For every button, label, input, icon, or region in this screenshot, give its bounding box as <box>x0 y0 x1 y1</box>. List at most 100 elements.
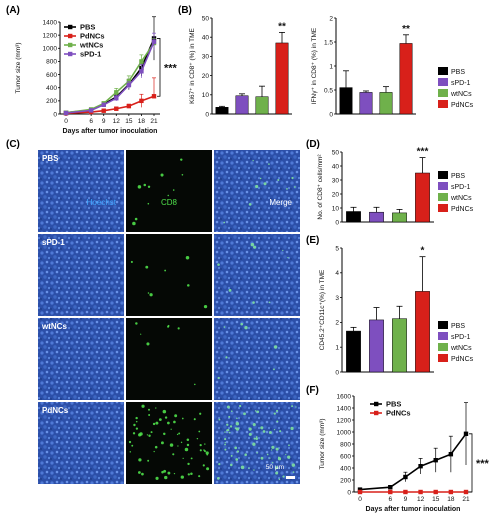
cd8-cell <box>148 434 151 437</box>
x-tick-label: 6 <box>89 118 93 125</box>
cd8-cell <box>164 269 167 272</box>
y-tick-label: 3 <box>335 295 339 302</box>
cd8-cell <box>287 455 291 459</box>
y-tick-label: 1000 <box>337 429 352 436</box>
cd8-cell <box>134 217 138 221</box>
x-tick-label: 18 <box>447 496 455 503</box>
y-tick-label: 0 <box>347 489 351 496</box>
y-tick-label: 800 <box>340 441 351 448</box>
y-tick-label: 0 <box>335 219 339 226</box>
y-tick-label: 0 <box>329 111 333 118</box>
chart-a-tumor-growth: 0 200 400 600 800 1000 1200 1400 Tumor size (mm³… <box>15 16 178 135</box>
cd8-cell <box>277 457 282 461</box>
data-point <box>357 489 363 495</box>
cd8-cell <box>224 441 226 444</box>
cd8-cell <box>135 416 138 420</box>
significance-label: ** <box>278 21 286 32</box>
micro-panel-pdncs-hoechst <box>38 402 124 484</box>
cd8-cell <box>132 432 136 435</box>
y-axis-label: Tumor size (mm³) <box>15 42 22 93</box>
cd8-cell <box>135 420 138 423</box>
cd8-cell <box>130 260 133 263</box>
x-tick-label: 6 <box>388 496 392 503</box>
micro-row-label: PdNCs <box>42 406 69 415</box>
legend-swatch <box>438 78 448 86</box>
cd8-cell <box>248 427 252 431</box>
cd8-cell <box>172 453 175 456</box>
cd8-cell <box>291 176 294 180</box>
cd8-cell <box>223 326 226 328</box>
cd8-cell <box>226 423 229 426</box>
micro-panel-wtncs-merge <box>214 318 300 400</box>
y-tick-label: 600 <box>340 453 351 460</box>
micro-panel-spd-1-hoechst <box>38 234 124 316</box>
y-tick-label: 400 <box>46 85 57 92</box>
data-point <box>139 59 144 64</box>
bar-spd-1 <box>369 211 384 223</box>
cd8-cell <box>235 458 239 461</box>
micro-column-label: CD8 <box>161 198 178 207</box>
cd8-cell <box>263 182 267 186</box>
legend-label: wtNCs <box>79 41 103 50</box>
cd8-cell <box>238 404 242 408</box>
cd8-cell <box>160 173 164 177</box>
cd8-cell <box>178 432 181 435</box>
cd8-cell <box>295 406 297 408</box>
cd8-cell <box>273 345 278 349</box>
bar-spd-1 <box>369 319 384 373</box>
data-point <box>448 452 454 457</box>
x-tick-label: 9 <box>102 118 106 125</box>
cd8-cell <box>143 183 147 187</box>
cd8-cell <box>271 461 274 464</box>
bar-wtncs <box>392 212 407 223</box>
cd8-cell <box>152 422 156 426</box>
micro-panel-spd-1-cd8 <box>126 234 212 316</box>
legend-label: wtNCs <box>450 345 472 352</box>
cd8-cell <box>155 476 159 480</box>
cd8-cell <box>205 451 209 455</box>
cd8-cell <box>268 430 272 434</box>
legend-label: PBS <box>451 323 465 330</box>
micro-panel-pdncs-cd8 <box>126 402 212 484</box>
panel-label-f: (F) <box>306 385 319 396</box>
cd8-cell <box>145 265 149 269</box>
cd8-cell <box>292 471 295 473</box>
cd8-cell <box>253 469 255 471</box>
cd8-cell <box>170 428 172 430</box>
cd8-cell <box>282 475 285 478</box>
chart-d-cd8-count: 0 10 20 30 40 50 No. of CD8⁺ cells/mm² *** <box>317 147 434 226</box>
cd8-cell <box>275 447 279 451</box>
x-tick-label: 15 <box>125 118 133 125</box>
micro-column-label: Merge <box>269 198 292 207</box>
cd8-cell <box>228 288 232 292</box>
legend-swatch <box>438 332 448 340</box>
data-point <box>418 489 423 495</box>
y-tick-label: 0.5 <box>324 87 333 94</box>
data-point <box>126 78 132 84</box>
y-tick-label: 2 <box>329 15 333 22</box>
micro-column-label: Hoechst <box>87 198 117 207</box>
cd8-cell <box>226 428 230 432</box>
cd8-cell <box>287 256 289 259</box>
scale-bar <box>286 476 295 479</box>
cd8-cell <box>193 418 196 421</box>
cd8-cell <box>167 471 171 475</box>
cd8-cell <box>141 404 145 408</box>
cd8-cell <box>158 418 162 421</box>
bar-pbs <box>346 330 361 373</box>
cd8-cell <box>286 187 288 190</box>
cd8-cell <box>269 457 271 459</box>
micro-panel-pbs-merge <box>214 150 300 232</box>
micro-panel-wtncs-cd8 <box>126 318 212 400</box>
cd8-cell <box>163 469 167 473</box>
cd8-cell <box>252 160 254 162</box>
y-tick-label: 2 <box>335 320 339 327</box>
cd8-cell <box>202 464 205 467</box>
cd8-cell <box>131 444 134 447</box>
cd8-cell <box>228 415 231 418</box>
data-point <box>403 474 408 480</box>
cd8-cell <box>255 436 258 438</box>
data-point <box>114 96 119 101</box>
cd8-cell <box>260 426 264 430</box>
